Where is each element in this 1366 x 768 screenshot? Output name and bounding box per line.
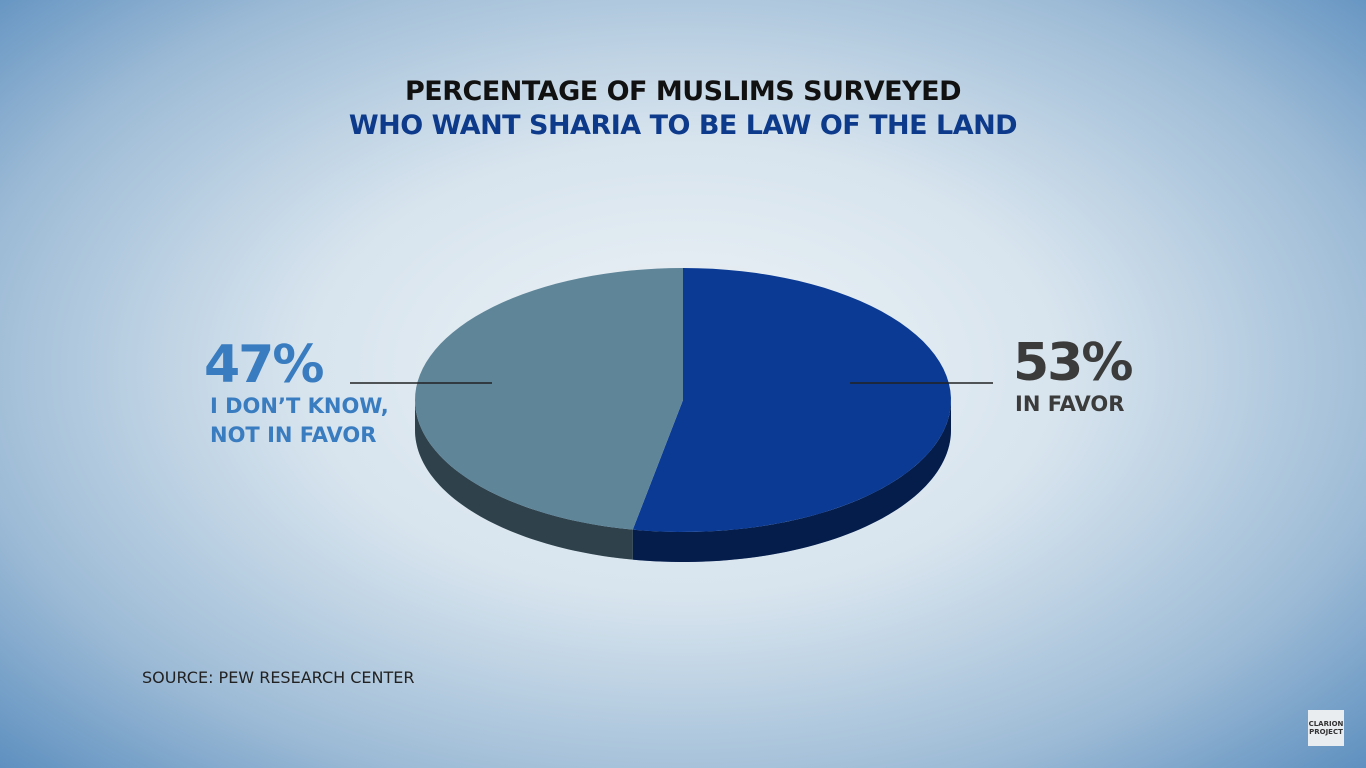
value-label: 53%: [1013, 333, 1133, 393]
slice: [632, 268, 951, 532]
slice-label: IN FAVOR: [1015, 392, 1125, 416]
chart-subtitle: WHO WANT SHARIA TO BE LAW OF THE LAND: [348, 110, 1018, 141]
value-label: 47%: [204, 335, 324, 395]
logo: CLARION PROJECT: [1308, 710, 1344, 746]
slice-label: I DON’T KNOW, NOT IN FAVOR: [210, 394, 389, 447]
slice-side-shade: [415, 400, 633, 560]
slice-side-shade: [632, 400, 951, 562]
slice: [415, 268, 683, 530]
source-note: SOURCE: PEW RESEARCH CENTER: [142, 668, 415, 687]
chart-title: PERCENTAGE OF MUSLIMS SURVEYED: [404, 76, 962, 107]
